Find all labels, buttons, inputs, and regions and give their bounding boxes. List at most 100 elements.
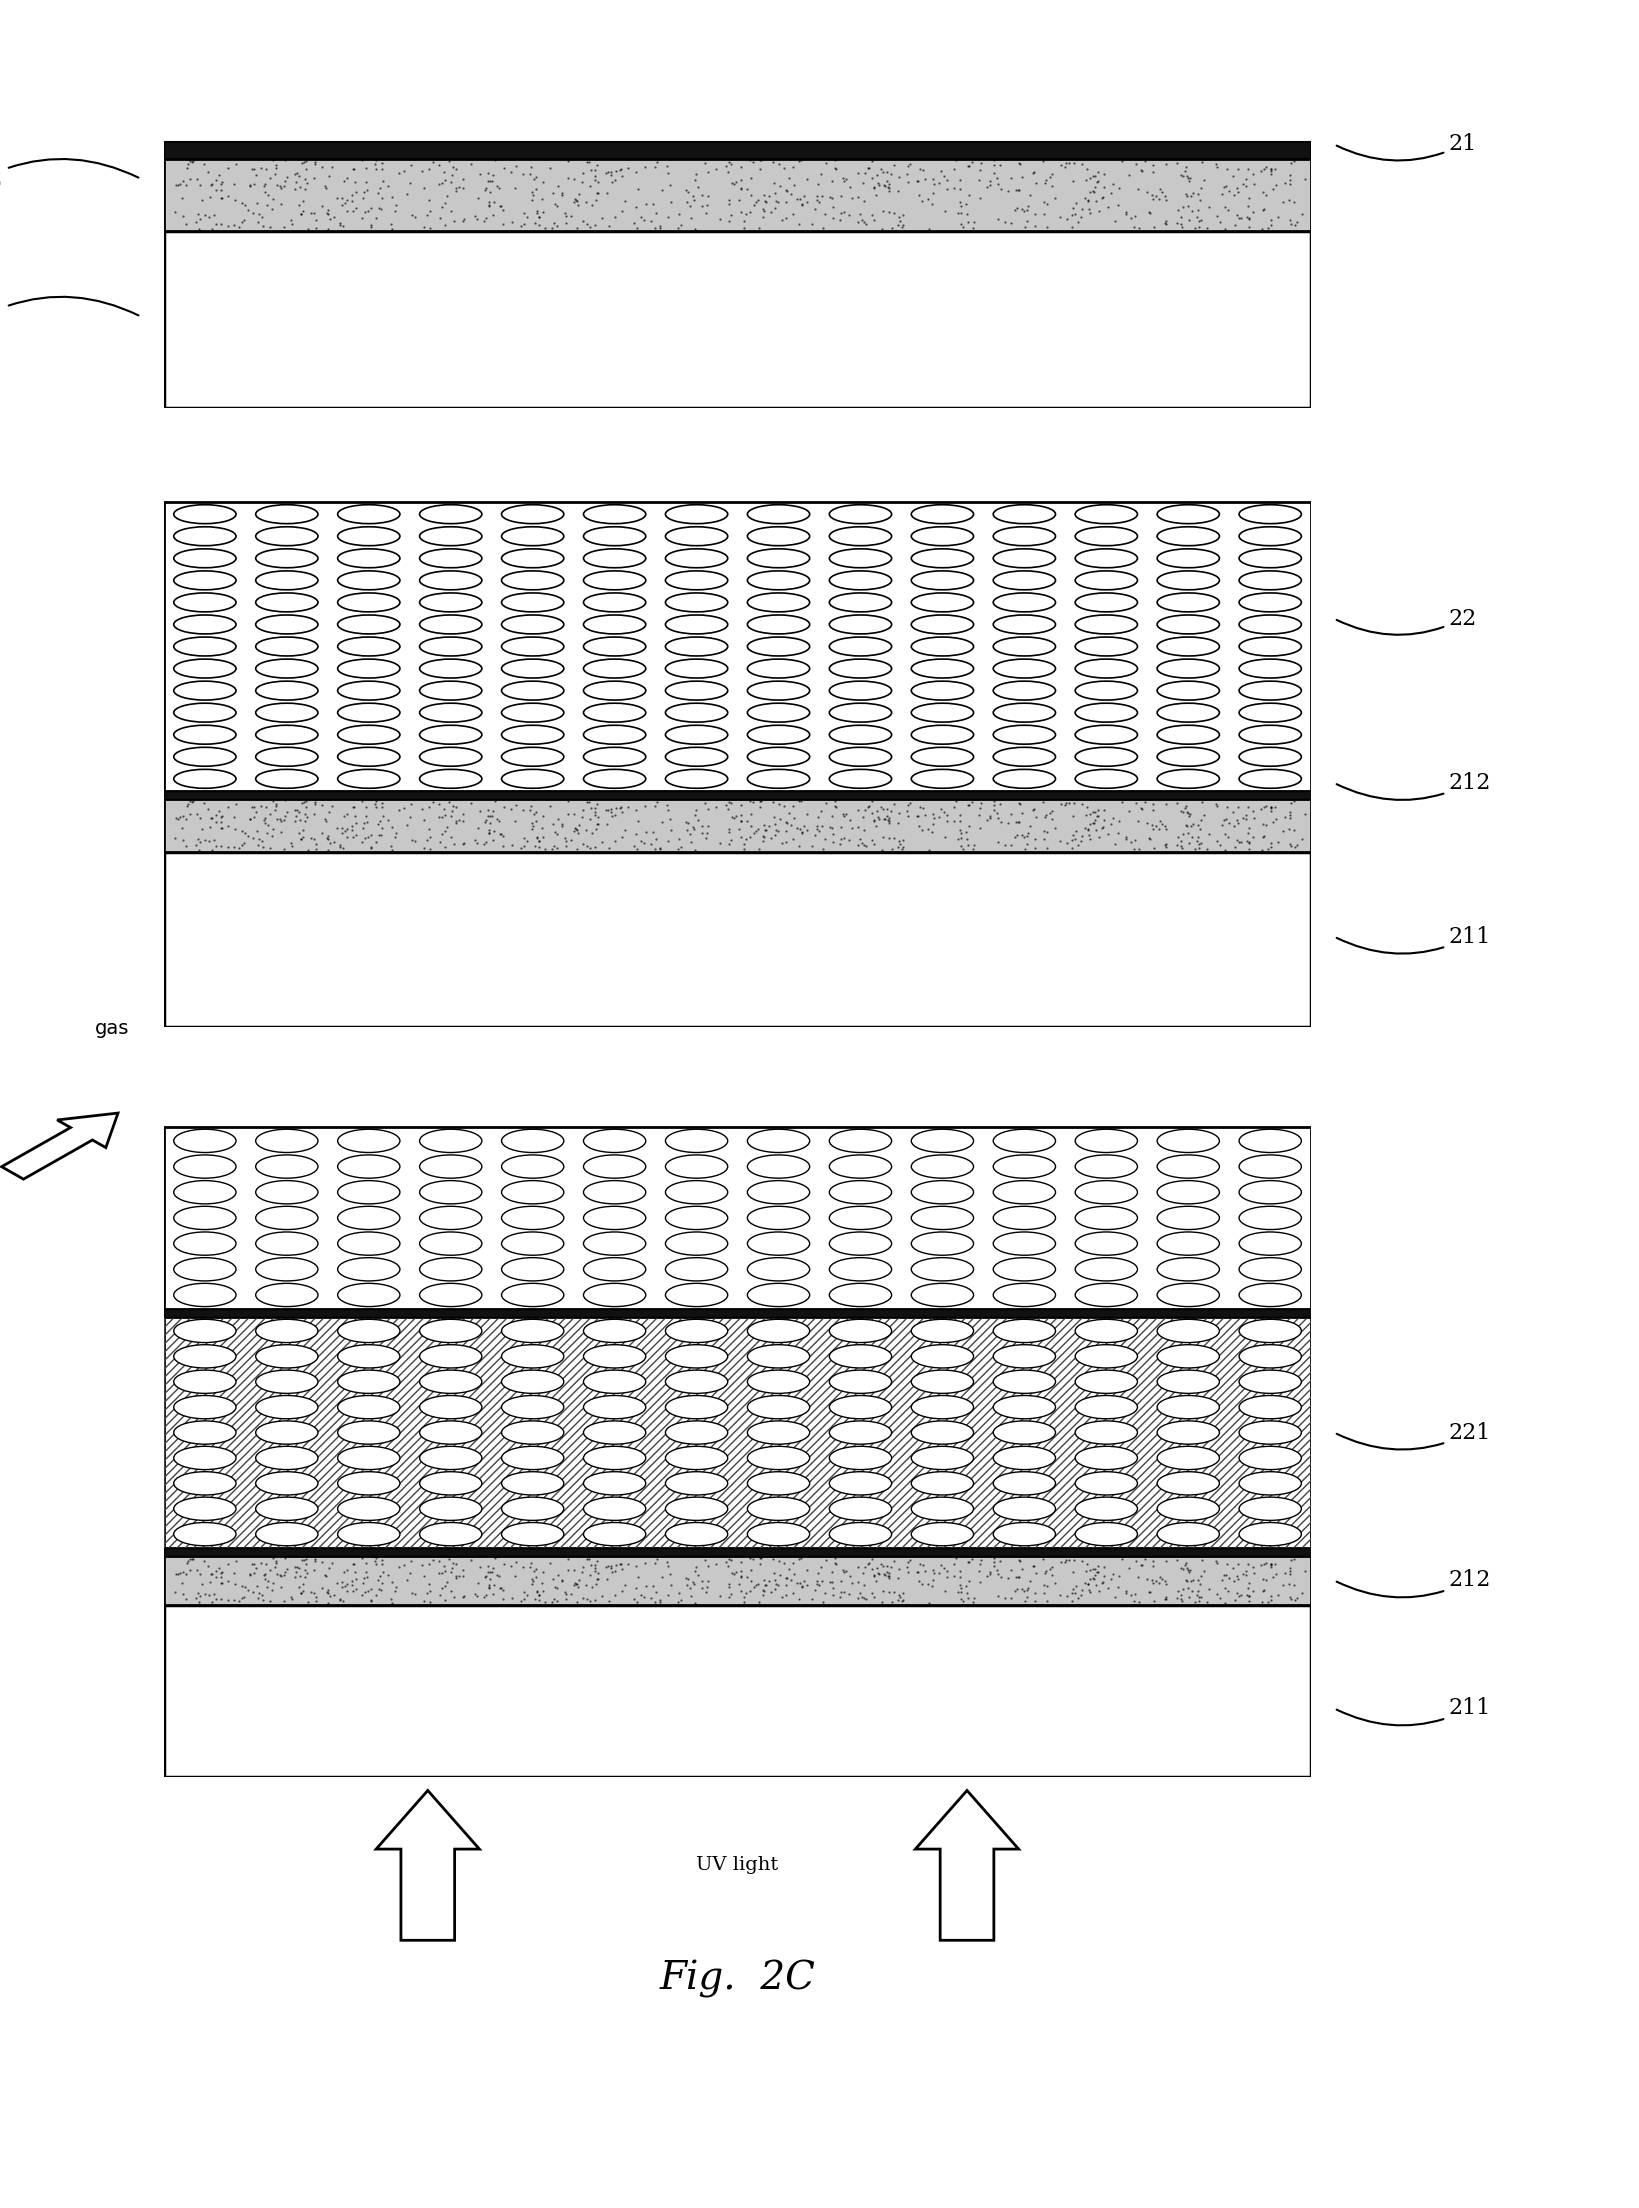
Ellipse shape xyxy=(583,680,646,700)
Ellipse shape xyxy=(911,1206,974,1230)
Ellipse shape xyxy=(1239,1206,1301,1230)
Ellipse shape xyxy=(1239,1422,1301,1444)
Ellipse shape xyxy=(747,616,810,634)
Ellipse shape xyxy=(1157,1259,1219,1281)
Ellipse shape xyxy=(256,768,318,788)
Ellipse shape xyxy=(583,1446,646,1471)
Ellipse shape xyxy=(338,572,400,590)
Ellipse shape xyxy=(1075,1206,1137,1230)
Ellipse shape xyxy=(747,1345,810,1369)
Ellipse shape xyxy=(993,638,1056,656)
Ellipse shape xyxy=(993,1473,1056,1495)
Ellipse shape xyxy=(993,1259,1056,1281)
Text: 221: 221 xyxy=(1337,1422,1491,1448)
Ellipse shape xyxy=(256,1524,318,1546)
Ellipse shape xyxy=(665,1345,728,1369)
Ellipse shape xyxy=(1075,1345,1137,1369)
Ellipse shape xyxy=(502,724,564,744)
Ellipse shape xyxy=(665,768,728,788)
Ellipse shape xyxy=(1075,1128,1137,1153)
Ellipse shape xyxy=(583,702,646,722)
Ellipse shape xyxy=(1239,1524,1301,1546)
Ellipse shape xyxy=(993,1446,1056,1471)
Ellipse shape xyxy=(1075,528,1137,545)
Ellipse shape xyxy=(1075,1446,1137,1471)
Ellipse shape xyxy=(829,1473,892,1495)
Ellipse shape xyxy=(174,702,236,722)
Ellipse shape xyxy=(665,680,728,700)
Ellipse shape xyxy=(747,594,810,612)
Text: gas: gas xyxy=(95,1018,129,1038)
Ellipse shape xyxy=(911,1128,974,1153)
Bar xyxy=(164,1557,1311,1605)
Ellipse shape xyxy=(1075,1422,1137,1444)
Ellipse shape xyxy=(420,746,482,766)
Ellipse shape xyxy=(993,1497,1056,1521)
Ellipse shape xyxy=(338,660,400,678)
Ellipse shape xyxy=(420,724,482,744)
Ellipse shape xyxy=(256,1283,318,1307)
Ellipse shape xyxy=(1075,680,1137,700)
Text: 211: 211 xyxy=(1337,925,1491,954)
Ellipse shape xyxy=(993,660,1056,678)
Ellipse shape xyxy=(1075,1181,1137,1203)
Ellipse shape xyxy=(665,1446,728,1471)
Ellipse shape xyxy=(747,1259,810,1281)
Bar xyxy=(164,1126,1311,1309)
Ellipse shape xyxy=(174,680,236,700)
Ellipse shape xyxy=(256,1497,318,1521)
Ellipse shape xyxy=(420,1395,482,1420)
Ellipse shape xyxy=(502,746,564,766)
Ellipse shape xyxy=(665,702,728,722)
Ellipse shape xyxy=(420,550,482,567)
Ellipse shape xyxy=(747,638,810,656)
Ellipse shape xyxy=(665,724,728,744)
Ellipse shape xyxy=(829,1345,892,1369)
Ellipse shape xyxy=(911,1181,974,1203)
Ellipse shape xyxy=(420,1259,482,1281)
Ellipse shape xyxy=(174,724,236,744)
Ellipse shape xyxy=(502,528,564,545)
Ellipse shape xyxy=(174,1497,236,1521)
Ellipse shape xyxy=(911,1524,974,1546)
Ellipse shape xyxy=(1239,1181,1301,1203)
Ellipse shape xyxy=(1239,616,1301,634)
Bar xyxy=(164,159,1311,230)
Ellipse shape xyxy=(583,1524,646,1546)
Ellipse shape xyxy=(911,768,974,788)
Text: 211: 211 xyxy=(0,296,138,327)
Ellipse shape xyxy=(583,768,646,788)
Ellipse shape xyxy=(1239,528,1301,545)
Ellipse shape xyxy=(1075,1259,1137,1281)
Ellipse shape xyxy=(911,660,974,678)
Ellipse shape xyxy=(747,1497,810,1521)
Ellipse shape xyxy=(1075,550,1137,567)
Ellipse shape xyxy=(993,594,1056,612)
Ellipse shape xyxy=(338,680,400,700)
Ellipse shape xyxy=(1239,1497,1301,1521)
Ellipse shape xyxy=(502,702,564,722)
Text: 212: 212 xyxy=(0,159,138,190)
Ellipse shape xyxy=(747,1446,810,1471)
Ellipse shape xyxy=(420,1320,482,1342)
Ellipse shape xyxy=(256,616,318,634)
Ellipse shape xyxy=(993,702,1056,722)
Ellipse shape xyxy=(829,1446,892,1471)
Ellipse shape xyxy=(174,550,236,567)
Ellipse shape xyxy=(420,1422,482,1444)
Ellipse shape xyxy=(665,1283,728,1307)
Ellipse shape xyxy=(256,1128,318,1153)
Ellipse shape xyxy=(502,572,564,590)
Ellipse shape xyxy=(338,1128,400,1153)
Ellipse shape xyxy=(1157,616,1219,634)
Ellipse shape xyxy=(747,1371,810,1393)
Ellipse shape xyxy=(911,1232,974,1254)
Ellipse shape xyxy=(1157,724,1219,744)
Ellipse shape xyxy=(338,594,400,612)
Ellipse shape xyxy=(747,702,810,722)
Ellipse shape xyxy=(1157,1283,1219,1307)
Ellipse shape xyxy=(1239,680,1301,700)
Ellipse shape xyxy=(993,1524,1056,1546)
Ellipse shape xyxy=(1157,1206,1219,1230)
Ellipse shape xyxy=(829,660,892,678)
